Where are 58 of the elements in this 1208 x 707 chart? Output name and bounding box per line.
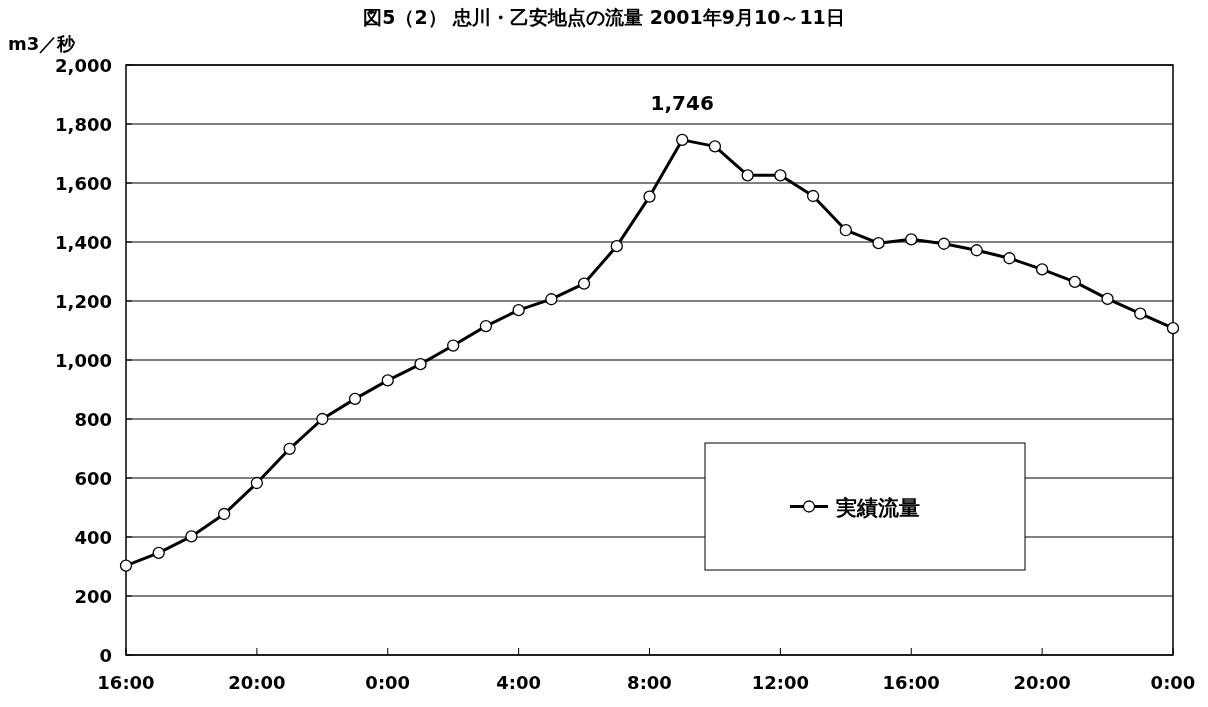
point [676,133,689,147]
point [643,190,656,203]
point [937,237,951,250]
y-tick-label: 0 [99,645,112,666]
point [610,239,623,253]
point [905,233,918,246]
point [414,357,427,371]
point [283,442,296,455]
point [872,237,885,250]
chart-title: 図5（2） 忠川・乙安地点の流量 2001年9月10～11日 [363,6,845,28]
x-tick-label: 8:00 [627,672,672,693]
y-tick-label: 200 [74,586,112,607]
x-tick-label: 16:00 [882,672,940,693]
y-tick-label: 1,400 [55,232,112,253]
y-tick-label: 2,000 [55,55,112,76]
legend: 実績流量 [704,442,1026,571]
point [250,476,264,490]
point [185,530,198,543]
x-tick-label: 0:00 [1150,672,1196,693]
point [545,293,558,306]
point [1068,275,1081,288]
point [152,546,165,560]
y-tick-label: 800 [74,409,112,430]
point [1101,292,1114,306]
point [1035,263,1049,276]
point [839,224,852,237]
y-axis-title: m3／秒 [8,33,77,54]
point [381,374,394,387]
point [316,412,329,426]
x-tick-label: 0:00 [365,672,411,693]
point [512,304,525,317]
y-tick-label: 1,800 [55,114,112,135]
x-tick-label: 4:00 [496,672,542,693]
point [1134,307,1147,320]
point [447,339,460,352]
y-tick-label: 1,200 [55,291,112,312]
x-tick-label: 20:00 [1013,672,1071,693]
point [348,392,362,406]
point [708,140,722,153]
point [218,507,231,521]
y-tick-label: 1,000 [55,350,112,371]
x-tick-label: 16:00 [97,672,155,693]
point [741,169,754,182]
annotation: 1,746 [650,90,714,115]
y-tick-label: 600 [74,468,112,489]
y-tick-label: 1,600 [55,173,112,194]
point [1166,321,1180,335]
point [774,169,787,182]
legend-label: 実績流量 [835,495,920,520]
point [1003,252,1016,265]
y-tick-label: 400 [74,527,112,548]
point [479,319,493,333]
point [970,244,983,257]
point [119,559,133,572]
point [577,277,591,290]
x-tick-label: 12:00 [751,672,810,693]
point [806,189,820,203]
x-tick-label: 20:00 [228,672,286,693]
